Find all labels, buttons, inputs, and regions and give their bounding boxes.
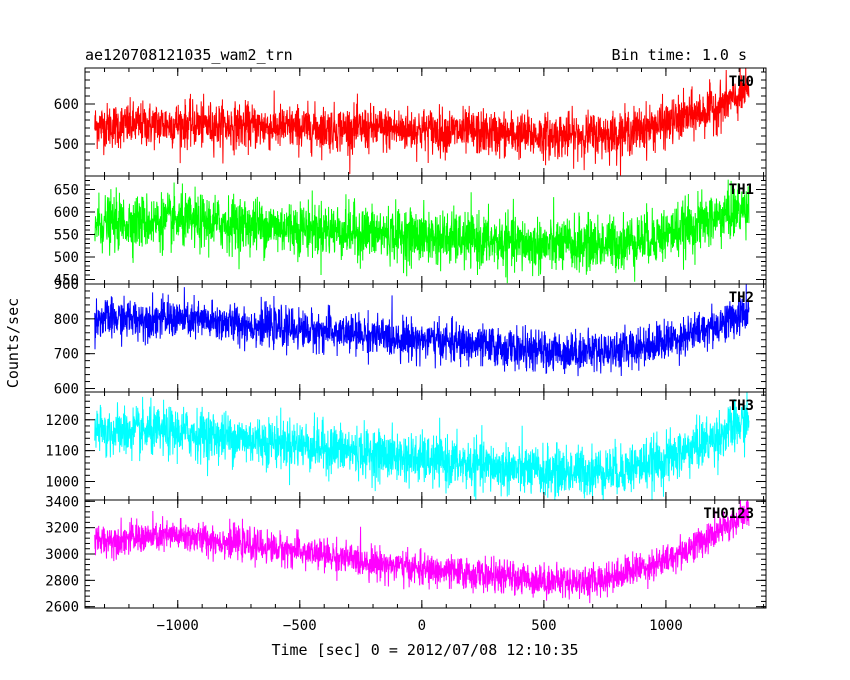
panel-th2: 600 700 800 900 TH2 [54,277,767,398]
y-tick-label: 1000 [45,474,79,490]
panel-label-th1: TH1 [729,182,754,198]
panel-th3: 1000 1100 1200 TH3 [45,391,767,501]
series-th2-line [94,284,750,377]
y-tick-label: 2800 [45,573,79,589]
y-tick-label: 600 [54,382,79,398]
panel-label-th3: TH3 [729,398,754,414]
y-tick-label: 600 [54,205,79,221]
y-tick-label: 3000 [45,547,79,563]
panel-label-th0: TH0 [729,74,754,90]
panel-label-th0123: TH0123 [703,506,754,522]
panel-label-th2: TH2 [729,290,754,306]
y-tick-label: 450 [54,273,79,289]
y-tick-label: 3200 [45,521,79,537]
y-tick-label: 550 [54,228,79,244]
series-th1-line [94,179,750,284]
panel-th0: 500 600 TH0 [54,67,767,177]
x-tick-label: 1000 [649,618,683,634]
y-tick-label: 700 [54,347,79,363]
panel-th1: 450 500 550 600 650 TH1 [54,175,767,289]
y-tick-label: 1100 [45,444,79,460]
y-tick-label: 800 [54,312,79,328]
y-tick-label: 2600 [45,600,79,616]
chart-title: ae120708121035_wam2_trn [85,46,293,64]
y-tick-label: 650 [54,183,79,199]
y-tick-label: 500 [54,137,79,153]
y-tick-label: 3400 [45,494,79,510]
x-tick-label: 0 [418,618,426,634]
series-th0123-line [94,500,750,604]
series-th0-line [94,68,750,176]
x-tick-label: −1000 [157,618,199,634]
bin-time-label: Bin time: 1.0 s [612,46,747,64]
panels-group: 500 600 TH0 450 500 550 600 650 TH1 600 700 800 900 T… [45,67,767,634]
y-tick-label: 900 [54,277,79,293]
x-tick-label: −500 [283,618,317,634]
x-tick-label: 500 [531,618,556,634]
y-tick-label: 500 [54,250,79,266]
panel-th0123: 2600 2800 3000 3200 3400 TH0123 [45,494,767,616]
y-axis-label: Counts/sec [4,298,22,388]
x-axis-label: Time [sec] 0 = 2012/07/08 12:10:35 [271,641,578,659]
series-th3-line [94,392,750,500]
y-tick-label: 1200 [45,413,79,429]
y-tick-label: 600 [54,97,79,113]
